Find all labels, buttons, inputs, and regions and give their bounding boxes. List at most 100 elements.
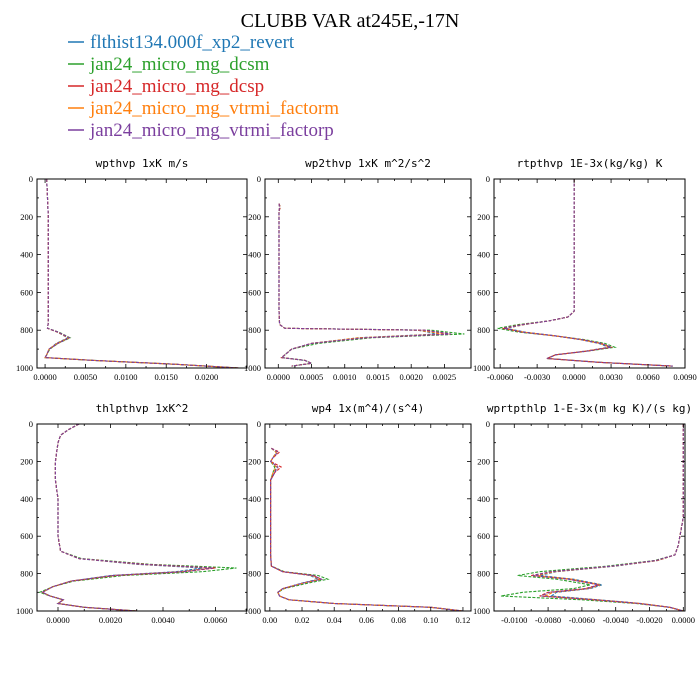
x-tick-label: -0.0080	[535, 615, 561, 625]
y-tick-label: 600	[248, 287, 261, 297]
series-line	[502, 179, 673, 367]
legend: flthist134.000f_xp2_revertjan24_micro_mg…	[68, 32, 339, 141]
legend-entry: jan24_micro_mg_vtrmi_factorm	[68, 98, 339, 119]
series-line	[44, 179, 239, 368]
series-line	[41, 424, 213, 611]
series-line	[278, 203, 465, 367]
x-tick-label: 0.0000	[33, 372, 56, 382]
x-tick-label: 0.0010	[333, 372, 356, 382]
series-line	[41, 424, 211, 611]
figure-title: CLUBB VAR at245E,-17N	[241, 10, 460, 32]
series-line	[269, 447, 464, 611]
panel-title: thlpthvp 1xK^2	[96, 402, 189, 415]
x-tick-label: 0.08	[391, 615, 406, 625]
y-tick-label: 0	[257, 174, 261, 184]
series-line	[38, 424, 237, 611]
series-group	[38, 424, 237, 611]
y-tick-label: 600	[248, 531, 261, 541]
y-tick-label: 600	[20, 287, 33, 297]
plot-frame	[264, 423, 472, 612]
series-line	[531, 424, 684, 611]
series-line	[503, 179, 673, 367]
x-tick-label: -0.0060	[569, 615, 595, 625]
x-tick-label: 0.00	[262, 615, 277, 625]
series-line	[269, 447, 464, 611]
y-tick-label: 400	[248, 494, 261, 504]
series-line	[536, 424, 684, 611]
panel-title: wp2thvp 1xK m^2/s^2	[305, 157, 431, 170]
y-tick-label: 0	[29, 419, 33, 429]
legend-entry: jan24_micro_mg_dcsp	[68, 76, 264, 97]
chart-panel: thlpthvp 1xK^2 0 200 400 600 800 1000 0.0000 0.0…	[16, 402, 248, 625]
y-tick-label: 1000	[244, 606, 261, 616]
series-line	[278, 203, 452, 367]
legend-label: flthist134.000f_xp2_revert	[90, 32, 295, 53]
x-tick-label: 0.0015	[366, 372, 389, 382]
x-tick-label: 0.02	[295, 615, 310, 625]
x-tick-label: 0.0005	[300, 372, 323, 382]
x-tick-label: 0.0030	[599, 372, 622, 382]
legend-label: jan24_micro_mg_vtrmi_factorp	[89, 120, 334, 141]
y-tick-label: 600	[477, 287, 490, 297]
y-tick-label: 600	[477, 531, 490, 541]
series-line	[269, 447, 464, 611]
legend-label: jan24_micro_mg_dcsm	[89, 54, 270, 75]
series-line	[44, 179, 239, 368]
x-tick-label: 0.0000	[267, 372, 290, 382]
y-tick-label: 800	[20, 569, 33, 579]
y-tick-label: 200	[248, 456, 261, 466]
series-line	[269, 447, 464, 611]
y-tick-label: 800	[477, 325, 490, 335]
series-line	[278, 203, 452, 367]
legend-entry: flthist134.000f_xp2_revert	[68, 32, 295, 53]
series-line	[44, 179, 239, 368]
y-tick-label: 0	[257, 419, 261, 429]
panel-title: wp4 1x(m^4)/(s^4)	[312, 402, 425, 415]
panel-title: wpthvp 1xK m/s	[96, 157, 189, 170]
series-group	[278, 203, 465, 367]
series-group	[500, 424, 684, 611]
series-group	[269, 447, 464, 611]
series-line	[532, 424, 684, 611]
plot-frame	[36, 178, 248, 369]
x-tick-label: 0.0000	[562, 372, 585, 382]
x-tick-label: 0.0025	[433, 372, 456, 382]
chart-panel: wprtpthlp 1-E-3x(m kg K)/(s kg) 0 200 400 60…	[473, 402, 695, 625]
y-tick-label: 200	[248, 212, 261, 222]
y-tick-label: 200	[20, 456, 33, 466]
y-tick-label: 1000	[244, 363, 261, 373]
panel-title: wprtpthlp 1-E-3x(m kg K)/(s kg)	[487, 402, 692, 415]
x-tick-label: -0.0060	[487, 372, 513, 382]
legend-label: jan24_micro_mg_dcsp	[89, 76, 264, 97]
y-tick-label: 400	[477, 250, 490, 260]
x-tick-label: 0.0200	[195, 372, 218, 382]
x-tick-label: 0.0000	[672, 615, 695, 625]
x-tick-label: 0.0020	[400, 372, 423, 382]
x-tick-label: 0.12	[456, 615, 471, 625]
x-tick-label: 0.0050	[74, 372, 97, 382]
x-tick-label: -0.0030	[524, 372, 550, 382]
series-group	[44, 179, 239, 368]
y-tick-label: 400	[248, 250, 261, 260]
y-tick-label: 1000	[473, 606, 490, 616]
series-line	[41, 424, 216, 611]
y-tick-label: 600	[20, 531, 33, 541]
x-tick-label: 0.0020	[99, 615, 122, 625]
x-tick-label: 0.04	[327, 615, 343, 625]
chart-panel: wp2thvp 1xK m^2/s^2 0 200 400 600 800 1000 0.00…	[244, 157, 472, 382]
series-line	[269, 447, 464, 611]
series-line	[506, 179, 673, 367]
plot-frame	[493, 178, 686, 369]
y-tick-label: 800	[477, 569, 490, 579]
x-tick-label: -0.0040	[603, 615, 629, 625]
series-line	[278, 203, 445, 367]
x-tick-label: 0.10	[423, 615, 438, 625]
y-tick-label: 400	[20, 494, 33, 504]
series-line	[44, 179, 239, 368]
y-tick-label: 1000	[16, 363, 33, 373]
series-group	[497, 179, 673, 367]
legend-label: jan24_micro_mg_vtrmi_factorm	[89, 98, 339, 119]
y-tick-label: 0	[486, 174, 490, 184]
